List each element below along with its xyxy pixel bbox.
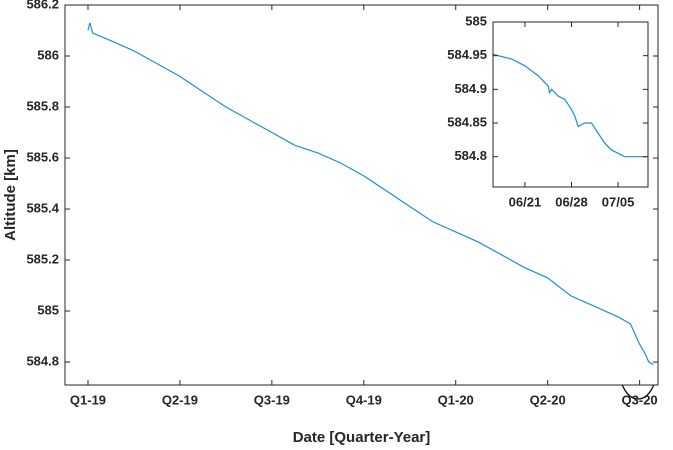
y-tick-label: 584.9 xyxy=(454,81,487,96)
y-tick-label: 585 xyxy=(37,302,59,317)
x-tick-label: Q2-19 xyxy=(162,392,198,407)
y-tick-label: 585 xyxy=(465,13,487,28)
x-tick-label: Q3-20 xyxy=(622,392,658,407)
y-tick-label: 585.4 xyxy=(26,200,59,215)
plot-content xyxy=(87,22,654,366)
x-tick-label: 06/21 xyxy=(509,194,542,209)
x-tick-label: Q1-20 xyxy=(438,392,474,407)
x-axis-label: Date [Quarter-Year] xyxy=(293,429,431,446)
data-line xyxy=(493,53,647,158)
inset-chart: 584.8 584.85 584.9 584.95 585 06/21 06/28 07/05 xyxy=(447,13,649,209)
y-tick-label: 584.8 xyxy=(26,353,59,368)
y-tick-label: 586 xyxy=(37,47,59,62)
axes-box xyxy=(492,21,649,188)
y-tick-label: 585.6 xyxy=(26,149,59,164)
y-tick-label: 584.85 xyxy=(447,114,487,129)
data-line xyxy=(87,22,654,366)
y-tick-label: 585.8 xyxy=(26,98,59,113)
y-tick-label: 584.8 xyxy=(454,148,487,163)
plot-area xyxy=(493,22,648,187)
x-tick-label: Q3-19 xyxy=(254,392,290,407)
x-tick-label: 07/05 xyxy=(602,194,635,209)
axes-box xyxy=(64,4,659,386)
y-tick-label: 585.2 xyxy=(26,251,59,266)
x-tick-label: Q1-19 xyxy=(70,392,106,407)
y-tick-label: 586.2 xyxy=(26,0,59,11)
x-tick-label: Q4-19 xyxy=(346,392,382,407)
y-axis-label: Altitude [km] xyxy=(2,149,19,241)
y-tick-label: 584.95 xyxy=(447,47,487,62)
plot-content xyxy=(493,53,647,158)
x-tick-label: Q2-20 xyxy=(530,392,566,407)
x-tick-label: 06/28 xyxy=(555,194,588,209)
